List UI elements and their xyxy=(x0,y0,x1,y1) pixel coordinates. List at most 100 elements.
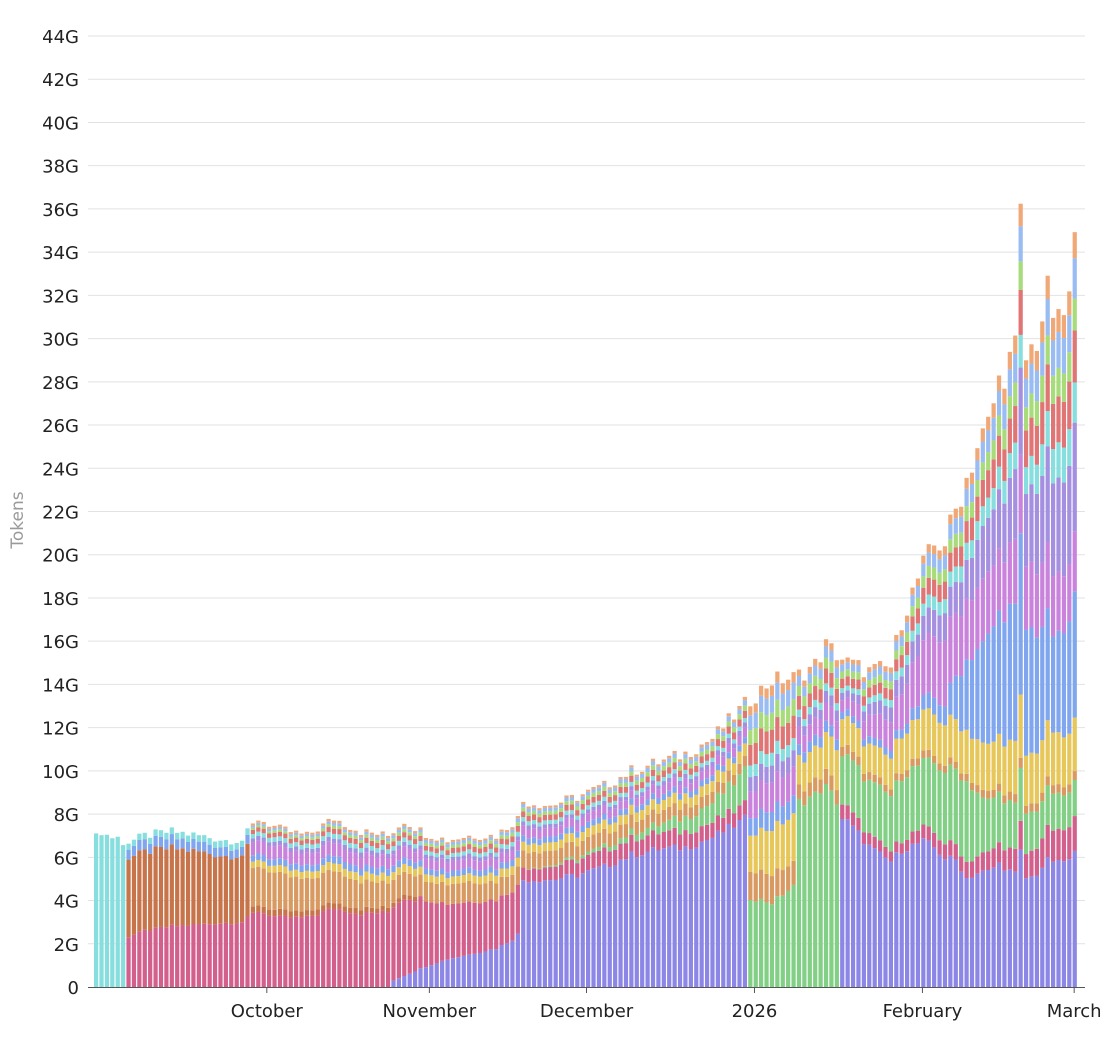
bar-segment xyxy=(823,732,829,769)
bar-segment xyxy=(142,832,147,840)
bar-segment xyxy=(905,683,910,724)
bar-segment xyxy=(142,849,147,930)
bar-segment xyxy=(450,883,456,904)
bar-segment xyxy=(407,899,412,974)
bar-segment xyxy=(737,805,742,821)
bar-segment xyxy=(980,641,985,743)
bar-segment xyxy=(975,873,980,987)
bar-segment xyxy=(288,847,293,852)
bar-segment xyxy=(521,817,526,822)
bar-segment xyxy=(894,671,899,680)
bar-segment xyxy=(807,683,812,694)
bar-segment xyxy=(915,585,921,598)
bar-segment xyxy=(1072,258,1077,299)
bar-segment xyxy=(704,764,710,770)
bar-segment xyxy=(753,835,758,874)
bar-segment xyxy=(553,836,558,842)
bar-segment xyxy=(861,746,866,774)
bar-segment xyxy=(861,781,866,833)
bar-segment xyxy=(267,865,272,873)
bar-segment xyxy=(239,846,245,856)
bar-segment xyxy=(980,789,985,798)
bar-segment xyxy=(888,672,894,682)
bar-segment xyxy=(185,851,191,926)
bar-segment xyxy=(1050,576,1056,637)
bar-segment xyxy=(721,771,726,783)
bar-segment xyxy=(385,849,391,854)
bar-segment xyxy=(964,659,969,730)
bar-segment xyxy=(613,795,618,801)
bar-segment xyxy=(759,898,764,987)
bar-segment xyxy=(737,736,742,746)
bar-segment xyxy=(277,829,283,832)
bar-segment xyxy=(1034,803,1039,812)
bar-segment xyxy=(477,876,483,885)
bar-segment xyxy=(948,840,953,856)
bar-segment xyxy=(607,787,612,790)
bar-segment xyxy=(558,802,564,805)
bar-segment xyxy=(277,831,283,837)
bar-segment xyxy=(667,762,672,768)
bar-segment xyxy=(413,831,418,834)
bar-segment xyxy=(148,853,153,932)
bar-segment xyxy=(640,788,645,793)
bar-segment xyxy=(586,795,591,800)
bar-segment xyxy=(704,784,710,795)
y-tick-label: 34G xyxy=(42,243,79,264)
bar-segment xyxy=(1067,465,1072,565)
bar-segment xyxy=(256,820,261,823)
bar-segment xyxy=(742,727,748,738)
bar-segment xyxy=(542,880,547,987)
bar-segment xyxy=(531,828,537,838)
bar-segment xyxy=(910,587,915,595)
bar-segment xyxy=(807,752,812,783)
bar-segment xyxy=(953,761,958,769)
bar-segment xyxy=(791,738,796,751)
bar-segment xyxy=(829,790,834,987)
bar-segment xyxy=(537,813,542,818)
bar-segment xyxy=(434,883,439,904)
bar-segment xyxy=(283,909,288,916)
bar-segment xyxy=(602,819,607,829)
bar-segment xyxy=(602,828,607,844)
bar-segment xyxy=(656,789,661,798)
bar-segment xyxy=(932,596,937,610)
bar-segment xyxy=(418,832,423,836)
bar-segment xyxy=(948,539,953,553)
bar-segment xyxy=(407,829,412,833)
bar-segment xyxy=(877,661,883,667)
bar-segment xyxy=(829,643,834,651)
bar-segment xyxy=(623,796,629,801)
bar-segment xyxy=(564,818,569,828)
bar-segment xyxy=(1013,353,1018,383)
bar-segment xyxy=(823,768,829,784)
bar-segment xyxy=(542,814,547,821)
bar-segment xyxy=(494,949,499,987)
bar-segment xyxy=(861,711,866,722)
bar-segment xyxy=(905,723,910,734)
bar-segment xyxy=(445,878,450,886)
bar-segment xyxy=(461,839,466,844)
bar-segment xyxy=(856,765,861,818)
bar-segment xyxy=(586,827,591,837)
bar-segment xyxy=(737,820,742,987)
bar-segment xyxy=(272,865,277,873)
bar-segment xyxy=(737,719,742,727)
bar-segment xyxy=(899,729,904,739)
bar-segment xyxy=(915,765,921,831)
bar-segment xyxy=(953,547,958,567)
bar-segment xyxy=(1072,717,1077,772)
bar-segment xyxy=(1018,226,1023,262)
bar-segment xyxy=(315,870,320,879)
bar-segment xyxy=(283,873,288,910)
bar-segment xyxy=(899,853,904,987)
bar-segment xyxy=(932,609,937,637)
bar-segment xyxy=(791,860,796,885)
bar-segment xyxy=(385,838,391,842)
bar-segment xyxy=(905,615,910,623)
bar-segment xyxy=(769,685,775,696)
bar-segment xyxy=(650,809,656,823)
y-axis: 02G4G6G8G10G12G14G16G18G20G22G24G26G28G3… xyxy=(42,27,79,999)
bar-segment xyxy=(899,738,904,774)
bar-segment xyxy=(775,671,780,683)
